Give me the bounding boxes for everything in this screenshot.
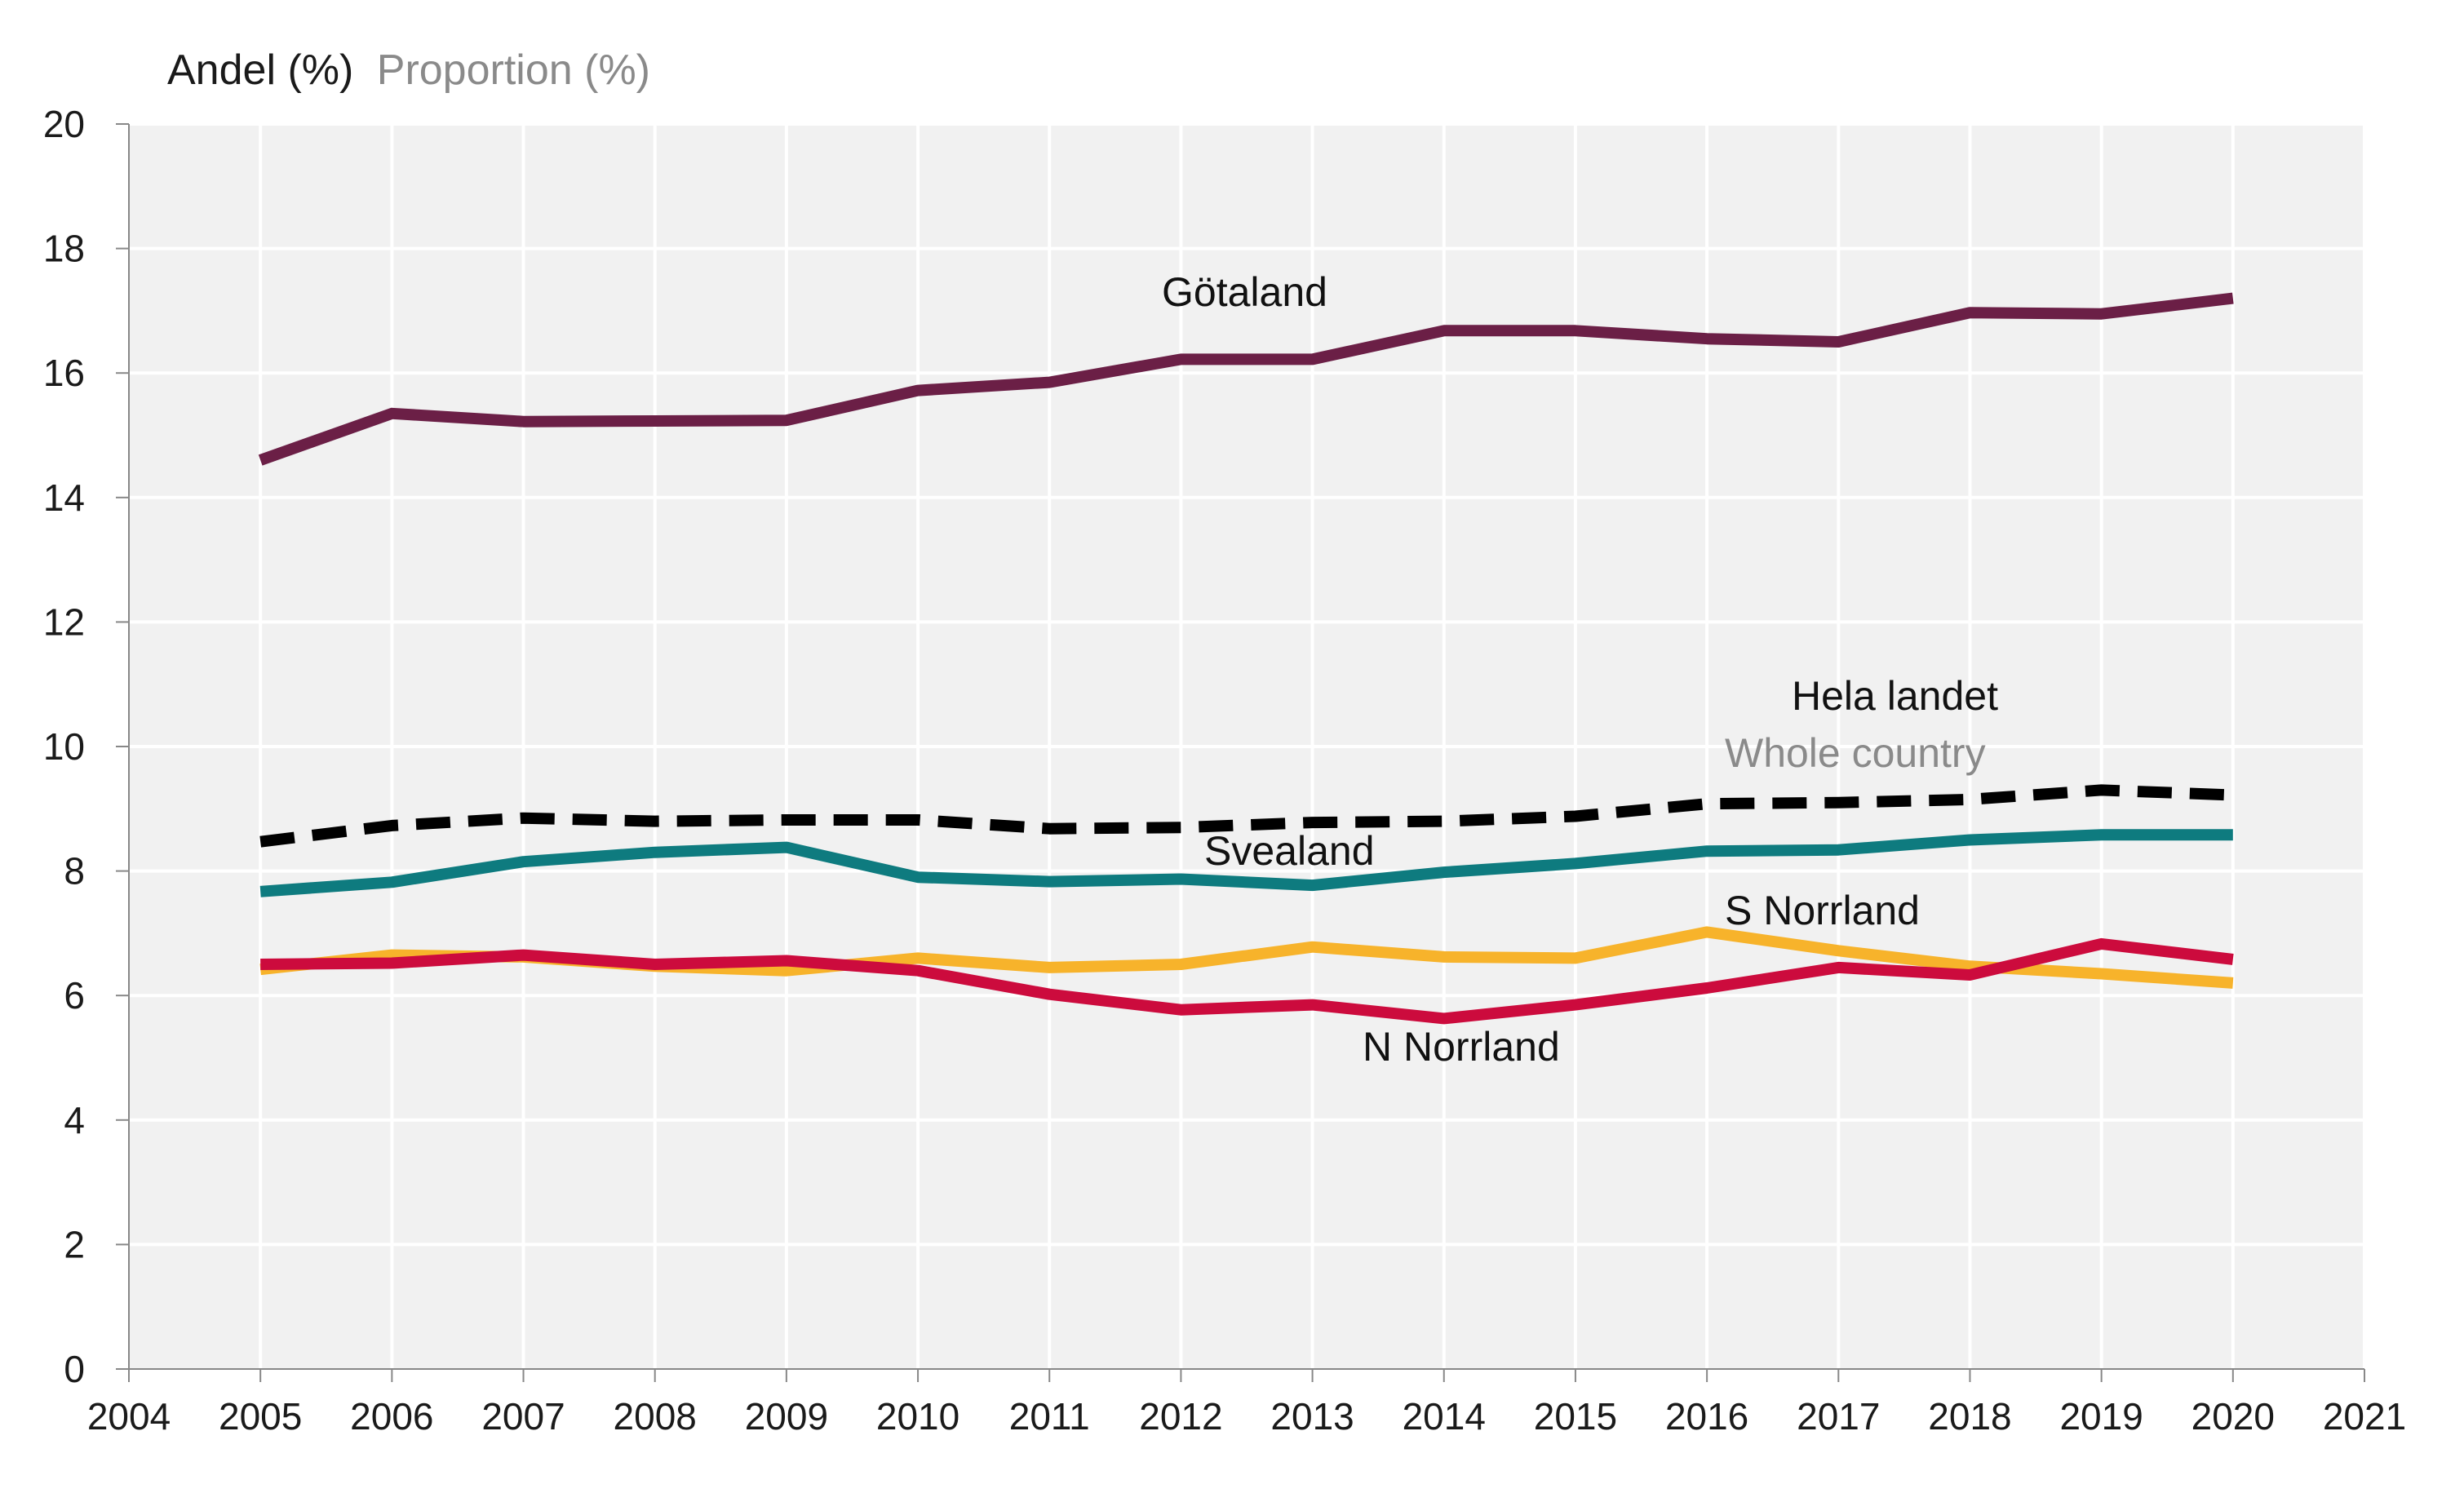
x-tick-label: 2007 (481, 1395, 565, 1438)
x-tick-label: 2013 (1270, 1395, 1354, 1438)
series-line-g-taland (258, 292, 2234, 466)
label-hela-landet: Hela landet (1792, 673, 1998, 719)
x-tick-label: 2009 (745, 1395, 828, 1438)
y-tick-label: 12 (43, 600, 85, 643)
series-line-n-norrland (260, 937, 2234, 1025)
x-tick-label: 2005 (219, 1395, 302, 1438)
series-line-svealand (259, 829, 2233, 897)
y-tick-label: 2 (64, 1223, 85, 1265)
grid-lines (129, 122, 2366, 1369)
x-tick-label: 2015 (1534, 1395, 1617, 1438)
label-n-norrland: N Norrland (1363, 1024, 1560, 1070)
tick-labels: 0 2 4 6 8 10 12 14 16 18 20 2004 2005 2006 2007 2008 200… (43, 103, 2406, 1438)
label-s-norrland: S Norrland (1725, 888, 1920, 933)
x-tick-label: 2006 (350, 1395, 433, 1438)
label-svealand: Svealand (1204, 828, 1375, 874)
y-tick-label: 18 (43, 228, 85, 270)
series-line-hela-landet (259, 784, 2234, 848)
x-tick-label: 2018 (1928, 1395, 2011, 1438)
x-tick-label: 2020 (2191, 1395, 2275, 1438)
y-tick-label: 20 (43, 103, 85, 145)
y-tick-label: 0 (64, 1348, 85, 1390)
x-tick-label: 2016 (1665, 1395, 1748, 1438)
y-tick-label: 8 (64, 850, 85, 893)
x-tick-label: 2008 (614, 1395, 697, 1438)
y-tick-label: 6 (64, 974, 85, 1017)
y-tick-label: 14 (43, 476, 85, 519)
x-tick-label: 2004 (87, 1395, 171, 1438)
y-tick-label: 4 (64, 1099, 85, 1141)
y-tick-label: 10 (43, 725, 85, 768)
x-tick-label: 2014 (1403, 1395, 1486, 1438)
axes (116, 123, 2365, 1382)
label-gotaland: Götaland (1162, 269, 1327, 315)
y-axis-title-secondary: Proportion (%) (377, 47, 650, 94)
x-tick-label: 2021 (2323, 1395, 2406, 1438)
y-axis-title-primary: Andel (%) (167, 47, 353, 94)
x-tick-label: 2012 (1139, 1395, 1222, 1438)
x-tick-label: 2019 (2059, 1395, 2143, 1438)
x-tick-label: 2010 (876, 1395, 959, 1438)
x-tick-label: 2011 (1009, 1395, 1090, 1438)
series-lines (258, 292, 2234, 1025)
y-axis-title: Andel (%) Proportion (%) (167, 47, 650, 94)
y-tick-label: 16 (43, 352, 85, 394)
x-tick-label: 2017 (1797, 1395, 1880, 1438)
label-whole-country: Whole country (1725, 730, 1986, 776)
